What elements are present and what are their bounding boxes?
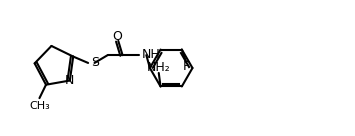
Text: CH₃: CH₃: [29, 101, 50, 111]
Text: NH₂: NH₂: [147, 61, 171, 75]
Text: S: S: [91, 56, 99, 69]
Text: F: F: [183, 60, 190, 73]
Text: N: N: [65, 74, 75, 87]
Text: O: O: [112, 30, 122, 43]
Text: NH: NH: [141, 48, 160, 61]
